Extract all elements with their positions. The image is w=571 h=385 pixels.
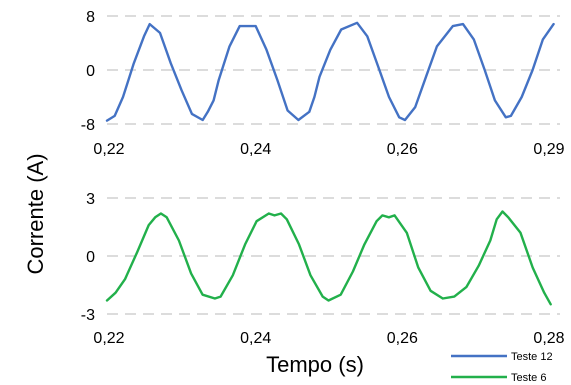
y-tick-label: 0: [86, 249, 95, 266]
legend-label-teste-6: Teste 6: [511, 372, 546, 384]
chart-panel-top: 8 0 -8 0,22 0,24 0,26 0,29: [81, 9, 565, 158]
y-tick-label: -3: [81, 307, 95, 324]
legend: Teste 12 Teste 6: [451, 351, 553, 384]
x-tick-label: 0,28: [533, 330, 564, 347]
x-tick-label: 0,24: [240, 141, 271, 158]
y-tick-label: 8: [86, 9, 95, 26]
series-line-teste-12: [105, 21, 555, 122]
x-tick-label: 0,26: [387, 330, 418, 347]
x-tick-label: 0,26: [387, 141, 418, 158]
chart-panel-bottom: 3 0 -3 0,22 0,24 0,26 0,28: [81, 191, 565, 347]
x-tick-label: 0,29: [533, 141, 564, 158]
series-line-teste-6: [105, 210, 552, 306]
y-tick-label: -8: [81, 117, 95, 134]
x-tick-label: 0,22: [93, 330, 124, 347]
x-axis-title: Tempo (s): [266, 352, 364, 377]
y-tick-label: 3: [86, 191, 95, 208]
y-axis-title: Corrente (A): [23, 153, 48, 274]
legend-label-teste-12: Teste 12: [511, 351, 553, 363]
x-tick-label: 0,24: [240, 330, 271, 347]
y-tick-label: 0: [86, 63, 95, 80]
x-tick-label: 0,22: [93, 141, 124, 158]
